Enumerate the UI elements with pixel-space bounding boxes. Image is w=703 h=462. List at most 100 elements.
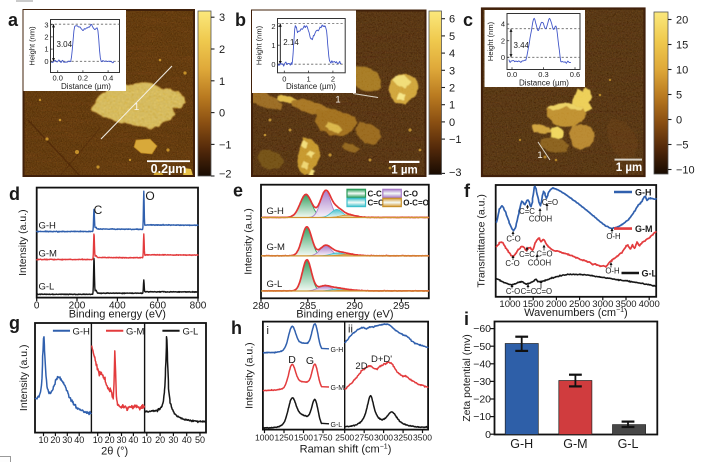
svg-text:COOH: COOH <box>529 215 552 224</box>
svg-text:Intensity (a.u.): Intensity (a.u.) <box>18 345 30 412</box>
svg-text:C=C: C=C <box>519 250 535 259</box>
svg-text:G-M: G-M <box>635 224 653 234</box>
svg-text:C-O: C-O <box>506 235 520 244</box>
svg-text:Raman shift (cm−1): Raman shift (cm−1) <box>300 444 392 456</box>
svg-text:C=O: C=O <box>536 287 552 296</box>
svg-text:Intensity (a.u.): Intensity (a.u.) <box>17 209 29 276</box>
svg-text:2: 2 <box>271 22 275 31</box>
svg-text:0.4: 0.4 <box>103 74 113 83</box>
svg-text:1250: 1250 <box>275 433 294 443</box>
svg-text:O: O <box>145 189 154 203</box>
svg-text:D: D <box>288 354 296 366</box>
svg-text:290: 290 <box>346 301 363 312</box>
svg-text:G: G <box>306 355 314 367</box>
svg-text:Height (nm): Height (nm) <box>255 25 264 65</box>
svg-text:G-L: G-L <box>642 269 658 279</box>
svg-text:2: 2 <box>331 75 335 84</box>
svg-text:40: 40 <box>74 435 84 445</box>
svg-text:G-H: G-H <box>510 437 533 451</box>
svg-text:O-H: O-H <box>605 267 619 276</box>
svg-text:1: 1 <box>271 41 275 50</box>
svg-text:3500: 3500 <box>615 299 636 310</box>
svg-text:G-L: G-L <box>618 437 639 451</box>
svg-text:0.0: 0.0 <box>52 74 62 83</box>
svg-text:C-C: C-C <box>368 190 382 199</box>
svg-text:2: 2 <box>44 33 48 42</box>
svg-text:0: 0 <box>501 53 505 62</box>
svg-text:i: i <box>267 325 269 337</box>
svg-text:b: b <box>235 10 246 30</box>
svg-text:600: 600 <box>149 301 166 312</box>
svg-text:3000: 3000 <box>374 433 393 443</box>
svg-text:1500: 1500 <box>294 433 313 443</box>
svg-text:C=O: C=O <box>368 199 385 208</box>
svg-text:1: 1 <box>44 45 48 54</box>
svg-text:400: 400 <box>109 301 126 312</box>
svg-text:O-H: O-H <box>606 232 620 241</box>
svg-text:d: d <box>9 184 20 204</box>
svg-text:40: 40 <box>182 435 192 445</box>
svg-text:0.2: 0.2 <box>78 74 88 83</box>
svg-text:0: 0 <box>219 108 225 120</box>
svg-text:2: 2 <box>219 44 225 56</box>
svg-text:200: 200 <box>69 301 86 312</box>
svg-text:4000: 4000 <box>639 299 660 310</box>
svg-text:Binding energy (eV): Binding energy (eV) <box>296 309 393 321</box>
svg-text:0.2µm: 0.2µm <box>151 162 187 176</box>
svg-text:20: 20 <box>676 15 688 27</box>
svg-text:0: 0 <box>676 115 682 127</box>
svg-text:5: 5 <box>676 90 682 102</box>
svg-text:3500: 3500 <box>413 433 432 443</box>
svg-text:a: a <box>8 10 19 30</box>
svg-text:280: 280 <box>253 301 270 312</box>
svg-text:3.04: 3.04 <box>57 40 73 49</box>
svg-text:Distance (µm): Distance (µm) <box>519 79 569 88</box>
svg-text:3.44: 3.44 <box>514 41 530 50</box>
svg-text:2θ (°): 2θ (°) <box>101 446 128 458</box>
svg-text:Distance (µm): Distance (µm) <box>61 82 111 91</box>
svg-text:1: 1 <box>134 102 140 113</box>
svg-text:10: 10 <box>142 435 152 445</box>
svg-text:1: 1 <box>219 76 225 88</box>
svg-text:Wavenumbers (cm−1): Wavenumbers (cm−1) <box>524 307 628 319</box>
svg-text:2750: 2750 <box>355 433 374 443</box>
svg-text:G-M: G-M <box>267 242 286 253</box>
svg-text:G-L: G-L <box>39 282 55 293</box>
svg-text:1: 1 <box>449 100 455 112</box>
svg-text:2D: 2D <box>355 361 367 372</box>
svg-text:−60: −60 <box>473 323 491 335</box>
svg-text:5: 5 <box>449 31 455 43</box>
svg-text:30: 30 <box>62 435 72 445</box>
svg-text:C=C: C=C <box>519 207 535 216</box>
svg-text:G-H: G-H <box>331 347 344 354</box>
svg-text:10: 10 <box>38 435 48 445</box>
svg-text:−5: −5 <box>676 140 689 152</box>
svg-text:G-M: G-M <box>563 437 587 451</box>
svg-text:3: 3 <box>219 12 225 24</box>
svg-text:0: 0 <box>271 60 275 69</box>
svg-text:−30: −30 <box>473 376 491 388</box>
svg-text:C-O: C-O <box>505 259 519 268</box>
svg-text:G-H: G-H <box>39 221 57 232</box>
svg-text:c: c <box>463 10 473 30</box>
svg-text:0.3: 0.3 <box>538 70 548 79</box>
svg-text:G-M: G-M <box>331 385 345 392</box>
svg-text:0: 0 <box>449 117 455 129</box>
svg-text:0.0: 0.0 <box>507 70 517 79</box>
svg-text:Height (nm): Height (nm) <box>28 26 37 66</box>
svg-text:3000: 3000 <box>592 299 613 310</box>
svg-text:50: 50 <box>195 435 205 445</box>
svg-text:Height (nm): Height (nm) <box>486 21 495 61</box>
svg-text:−10: −10 <box>473 411 491 423</box>
svg-text:10: 10 <box>676 65 688 77</box>
svg-text:Distance (µm): Distance (µm) <box>286 82 336 91</box>
svg-text:30: 30 <box>116 435 126 445</box>
svg-text:3: 3 <box>449 65 455 77</box>
svg-text:h: h <box>231 318 242 338</box>
svg-text:−3: −3 <box>449 167 462 179</box>
svg-text:10: 10 <box>93 435 103 445</box>
svg-text:20: 20 <box>155 435 165 445</box>
svg-text:−10: −10 <box>676 165 695 177</box>
svg-text:2: 2 <box>501 36 505 45</box>
svg-text:G-H: G-H <box>267 206 285 217</box>
